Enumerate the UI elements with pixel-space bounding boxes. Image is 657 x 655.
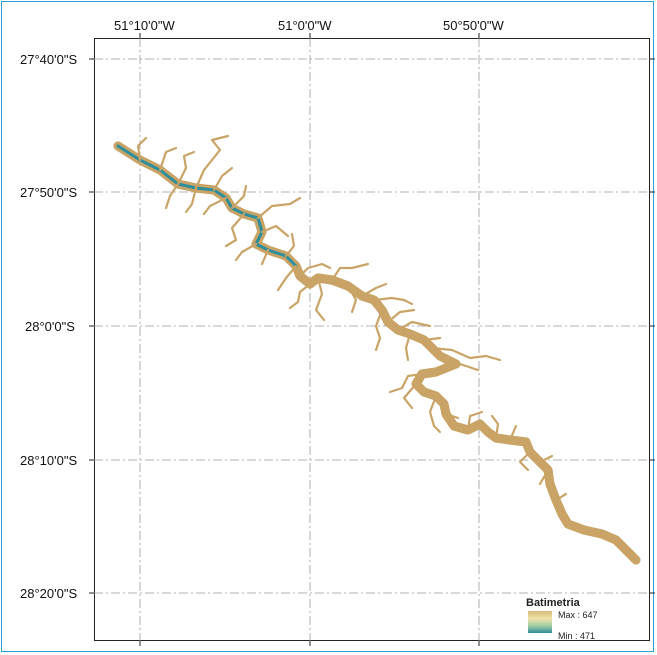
lat-label-5: 28°20'0"S [20,586,78,601]
reservoir-shape [113,134,641,565]
lon-label-3: 50°50'0"W [443,18,504,33]
lat-label-1: 27°40'0"S [20,52,78,67]
legend-title: Batimetria [526,597,580,609]
lat-label-2: 27°50'0"S [20,185,78,200]
tick-marks [89,33,655,646]
lat-label-3: 28°0'0"S [25,319,75,334]
lat-label-4: 28°10'0"S [20,453,78,468]
legend-color-ramp [528,611,552,633]
map-frame [94,38,650,641]
legend: Batimetria Max : 647 Min : 471 [526,597,626,645]
legend-max-label: Max : 647 [558,610,598,620]
lon-label-2: 51°0'0"W [278,18,332,33]
lon-label-1: 51°10'0"W [114,18,175,33]
graticule-grid [94,38,650,641]
legend-min-label: Min : 471 [558,631,596,641]
